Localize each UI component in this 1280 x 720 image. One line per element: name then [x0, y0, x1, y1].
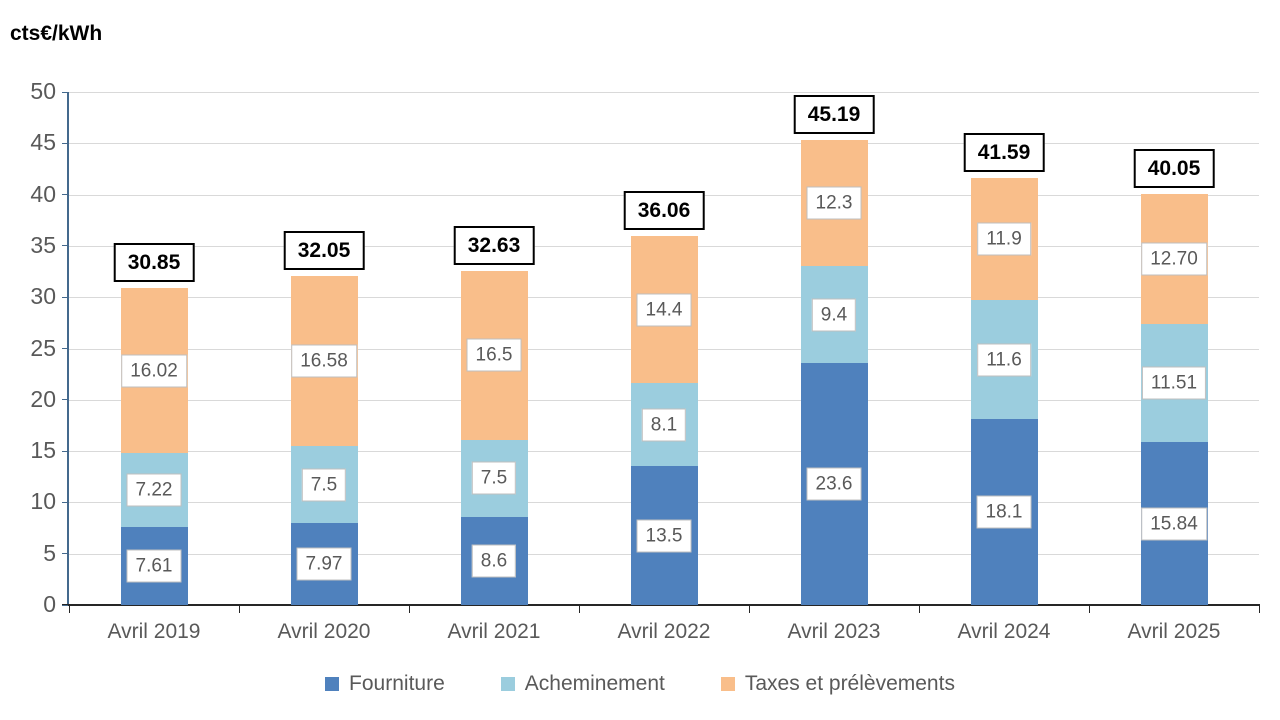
chart-title: cts€/kWh	[10, 22, 103, 45]
segment-value-label: 7.5	[471, 461, 517, 495]
x-axis-tick-1	[239, 606, 240, 613]
total-value-label: 32.63	[453, 225, 535, 265]
legend-item-fourniture: Fourniture	[325, 672, 445, 696]
y-axis-tick-30	[62, 296, 68, 298]
x-axis-tick-3	[579, 606, 580, 613]
legend-swatch-icon	[720, 677, 735, 691]
segment-value-label: 16.02	[121, 354, 187, 388]
y-axis-label-40: 40	[30, 180, 56, 207]
x-axis-label-avril-2025: Avril 2025	[1127, 620, 1221, 643]
legend-item-acheminement: Acheminement	[500, 672, 665, 696]
y-axis-tick-0	[62, 604, 68, 606]
segment-value-label: 11.6	[977, 343, 1031, 377]
total-value-label: 40.05	[1133, 149, 1215, 189]
legend-label: Taxes et prélèvements	[744, 672, 955, 695]
total-value-label: 32.05	[283, 231, 365, 271]
segment-value-label: 8.1	[641, 408, 687, 442]
legend: Fourniture Acheminement Taxes et prélèveme…	[0, 672, 1280, 696]
x-axis-tick-5	[919, 606, 920, 613]
segment-value-label: 16.5	[466, 338, 522, 372]
x-axis-tick-0	[69, 606, 70, 613]
x-axis-label-avril-2022: Avril 2022	[617, 620, 711, 643]
legend-item-taxes-et-prélèvements: Taxes et prélèvements	[720, 672, 955, 696]
total-value-label: 30.85	[113, 243, 195, 283]
segment-value-label: 13.5	[636, 519, 692, 553]
segment-value-label: 14.4	[636, 293, 692, 326]
x-axis-line	[62, 604, 1260, 606]
x-axis-label-avril-2020: Avril 2020	[277, 620, 371, 643]
y-axis-tick-10	[62, 501, 68, 503]
y-axis-tick-25	[62, 348, 68, 349]
gridline-45	[69, 143, 1259, 145]
y-axis-tick-5	[62, 553, 68, 555]
segment-value-label: 8.6	[471, 544, 517, 578]
x-axis-tick-6	[1089, 606, 1090, 613]
y-axis-tick-15	[62, 450, 68, 452]
x-axis-tick-4	[749, 606, 750, 613]
segment-value-label: 11.51	[1141, 366, 1207, 400]
legend-swatch-icon	[325, 677, 340, 691]
y-axis-line	[67, 92, 69, 605]
segment-value-label: 11.9	[977, 222, 1031, 256]
y-axis-tick-35	[62, 245, 68, 247]
y-axis-label-15: 15	[30, 437, 56, 464]
x-axis-label-avril-2024: Avril 2024	[957, 620, 1051, 643]
y-axis-label-35: 35	[30, 231, 56, 258]
total-value-label: 45.19	[793, 95, 875, 135]
y-axis-label-45: 45	[30, 129, 56, 156]
legend-label: Fourniture	[349, 672, 445, 695]
y-axis-label-50: 50	[30, 78, 56, 104]
segment-value-label: 15.84	[1141, 507, 1207, 541]
x-axis-tick-2	[409, 606, 410, 613]
segment-value-label: 9.4	[811, 298, 857, 332]
legend-label: Acheminement	[524, 672, 665, 695]
x-axis-label-avril-2021: Avril 2021	[447, 620, 541, 643]
y-axis-label-25: 25	[30, 334, 56, 361]
x-axis-tick-7	[1259, 606, 1260, 613]
total-value-label: 41.59	[963, 133, 1045, 173]
y-axis-label-0: 0	[43, 591, 56, 617]
y-axis-tick-50	[62, 91, 68, 93]
segment-value-label: 7.97	[296, 547, 352, 581]
y-axis-tick-40	[62, 194, 68, 196]
segment-value-label: 12.3	[806, 186, 862, 220]
segment-value-label: 7.22	[126, 473, 182, 507]
segment-value-label: 12.70	[1141, 242, 1207, 276]
segment-value-label: 7.5	[301, 468, 347, 502]
x-axis-label-avril-2023: Avril 2023	[787, 620, 881, 643]
y-axis-label-30: 30	[30, 283, 56, 310]
y-axis-label-10: 10	[30, 488, 56, 515]
y-axis-tick-45	[62, 142, 68, 144]
x-axis-label-avril-2019: Avril 2019	[107, 620, 201, 643]
y-axis-label-20: 20	[30, 385, 56, 412]
y-axis-label-5: 5	[43, 539, 56, 566]
y-axis-tick-20	[62, 399, 68, 401]
segment-value-label: 23.6	[806, 467, 862, 501]
legend-swatch-icon	[500, 677, 515, 691]
total-value-label: 36.06	[623, 190, 705, 230]
segment-value-label: 7.61	[126, 549, 182, 583]
segment-value-label: 18.1	[976, 495, 1032, 529]
gridline-50	[69, 92, 1259, 93]
segment-value-label: 16.58	[291, 344, 357, 378]
